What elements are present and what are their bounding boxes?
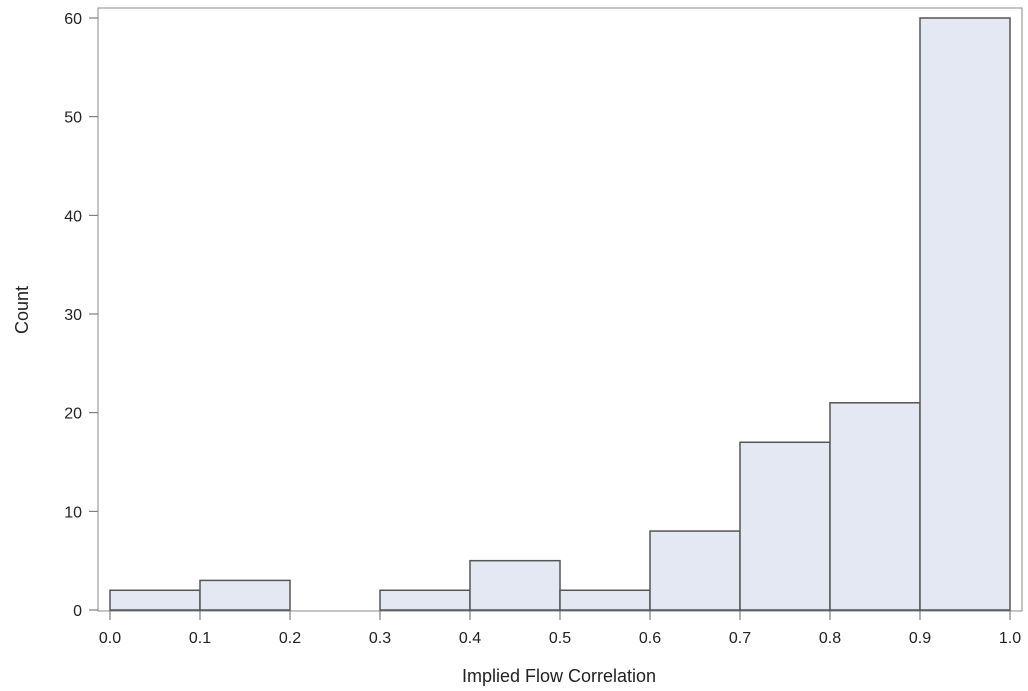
histogram-bar-2 [379, 589, 471, 611]
x-tick-label-1: 0.1 [189, 630, 211, 647]
histogram-bar-5 [649, 530, 741, 611]
x-tick-label-0: 0.0 [99, 630, 121, 647]
x-tick-label-7: 0.7 [729, 630, 751, 647]
histogram-bar-7 [829, 402, 921, 611]
x-tick-label-3: 0.3 [369, 630, 391, 647]
y-tick-label-2: 20 [64, 406, 82, 423]
histogram-bar-8 [919, 17, 1011, 611]
y-axis: 0 10 20 30 40 50 60 [64, 11, 98, 620]
x-axis-title: Implied Flow Correlation [462, 666, 656, 686]
y-tick-label-6: 60 [64, 11, 82, 28]
y-tick-label-0: 0 [73, 603, 82, 620]
x-axis: 0.0 0.1 0.2 0.3 0.4 0.5 0.6 0.7 0.8 0.9 1.0 [99, 611, 1021, 647]
y-tick-label-3: 30 [64, 307, 82, 324]
x-tick-label-6: 0.6 [639, 630, 661, 647]
x-tick-label-8: 0.8 [819, 630, 841, 647]
x-tick-label-9: 0.9 [909, 630, 931, 647]
histogram-bar-0 [109, 589, 201, 611]
y-tick-label-4: 40 [64, 208, 82, 225]
x-tick-label-2: 0.2 [279, 630, 301, 647]
x-tick-label-5: 0.5 [549, 630, 571, 647]
histogram-bar-6 [739, 441, 831, 611]
histogram-bar-1 [199, 579, 291, 611]
histogram-bars [109, 17, 1011, 611]
x-tick-label-10: 1.0 [999, 630, 1021, 647]
y-tick-label-5: 50 [64, 110, 82, 127]
histogram-bar-3 [469, 559, 561, 611]
x-tick-label-4: 0.4 [459, 630, 481, 647]
y-axis-title: Count [12, 286, 32, 334]
y-tick-label-1: 10 [64, 504, 82, 521]
histogram-bar-4 [559, 589, 651, 611]
